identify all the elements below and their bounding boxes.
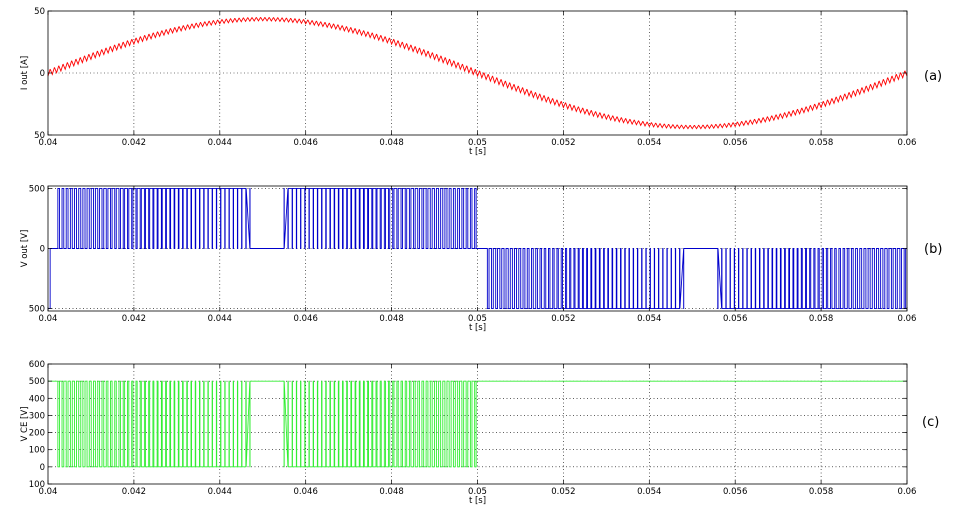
x-axis-label: t [s] bbox=[469, 496, 486, 506]
series-line bbox=[48, 187, 907, 310]
y-axis-label: I out [A] bbox=[20, 56, 30, 90]
x-tick-label: 0.052 bbox=[551, 138, 575, 148]
x-tick-label: 0.06 bbox=[898, 138, 917, 148]
y-tick-label: 200 bbox=[29, 429, 45, 439]
x-tick-label: 0.052 bbox=[551, 487, 575, 497]
x-tick-label: 0.058 bbox=[809, 314, 833, 324]
y-tick-label: 600 bbox=[29, 360, 45, 370]
x-tick-label: 0.054 bbox=[637, 487, 661, 497]
plot-area bbox=[48, 11, 907, 135]
x-tick-label: 0.042 bbox=[122, 314, 146, 324]
x-tick-label: 0.048 bbox=[379, 314, 403, 324]
x-tick-label: 0.06 bbox=[898, 314, 917, 324]
x-tick-label: 0.056 bbox=[723, 138, 747, 148]
y-tick-label: 500 bbox=[29, 305, 45, 315]
x-tick-label: 0.04 bbox=[39, 487, 58, 497]
x-axis-label: t [s] bbox=[469, 147, 486, 157]
x-tick-label: 0.044 bbox=[208, 487, 232, 497]
x-tick-label: 0.058 bbox=[809, 138, 833, 148]
series-line bbox=[48, 380, 907, 468]
y-tick-label: 300 bbox=[29, 411, 45, 421]
y-axis-label: V out [V] bbox=[20, 230, 30, 268]
x-tick-label: 0.046 bbox=[294, 138, 318, 148]
x-tick-label: 0.046 bbox=[294, 314, 318, 324]
y-tick-label: 0 bbox=[40, 245, 45, 255]
x-tick-label: 0.042 bbox=[122, 487, 146, 497]
x-tick-label: 0.05 bbox=[468, 138, 487, 148]
x-axis-label: t [s] bbox=[469, 323, 486, 333]
x-tick-label: 0.052 bbox=[551, 314, 575, 324]
x-tick-label: 0.054 bbox=[637, 314, 661, 324]
y-tick-label: 50 bbox=[34, 7, 45, 17]
chart-panel-1: 0.04 0.042 0.044 0.046 0.048 0.05 0.052 0.054 0.… bbox=[20, 7, 942, 157]
y-tick-label: 100 bbox=[29, 446, 45, 456]
y-tick-label: 0 bbox=[40, 69, 45, 79]
y-axis-label: V CE [V] bbox=[20, 407, 30, 442]
x-tick-label: 0.05 bbox=[468, 487, 487, 497]
y-tick-label: 50 bbox=[34, 131, 45, 141]
y-tick-label: 0 bbox=[40, 463, 45, 473]
panel-label: (c) bbox=[922, 415, 939, 430]
x-tick-label: 0.044 bbox=[208, 138, 232, 148]
x-tick-label: 0.058 bbox=[809, 487, 833, 497]
series-line bbox=[47, 17, 908, 130]
x-tick-label: 0.042 bbox=[122, 138, 146, 148]
chart-panel-3: 0.04 0.042 0.044 0.046 0.048 0.05 0.052 0.054 0.… bbox=[20, 360, 939, 506]
x-tick-label: 0.056 bbox=[723, 487, 747, 497]
x-tick-label: 0.046 bbox=[294, 487, 318, 497]
y-tick-label: 100 bbox=[29, 480, 45, 490]
x-tick-label: 0.044 bbox=[208, 314, 232, 324]
panel-label: (b) bbox=[924, 242, 942, 257]
x-tick-label: 0.054 bbox=[637, 138, 661, 148]
x-tick-label: 0.048 bbox=[379, 487, 403, 497]
x-tick-label: 0.056 bbox=[723, 314, 747, 324]
x-tick-label: 0.06 bbox=[898, 487, 917, 497]
y-tick-label: 400 bbox=[29, 394, 45, 404]
x-tick-label: 0.05 bbox=[468, 314, 487, 324]
y-tick-label: 500 bbox=[29, 377, 45, 387]
x-tick-label: 0.04 bbox=[39, 314, 58, 324]
panel-label: (a) bbox=[924, 69, 942, 84]
chart-panel-2: 0.04 0.042 0.044 0.046 0.048 0.05 0.052 0.054 0.… bbox=[20, 184, 942, 333]
y-tick-label: 500 bbox=[29, 184, 45, 194]
x-tick-label: 0.04 bbox=[39, 138, 58, 148]
x-tick-label: 0.048 bbox=[379, 138, 403, 148]
